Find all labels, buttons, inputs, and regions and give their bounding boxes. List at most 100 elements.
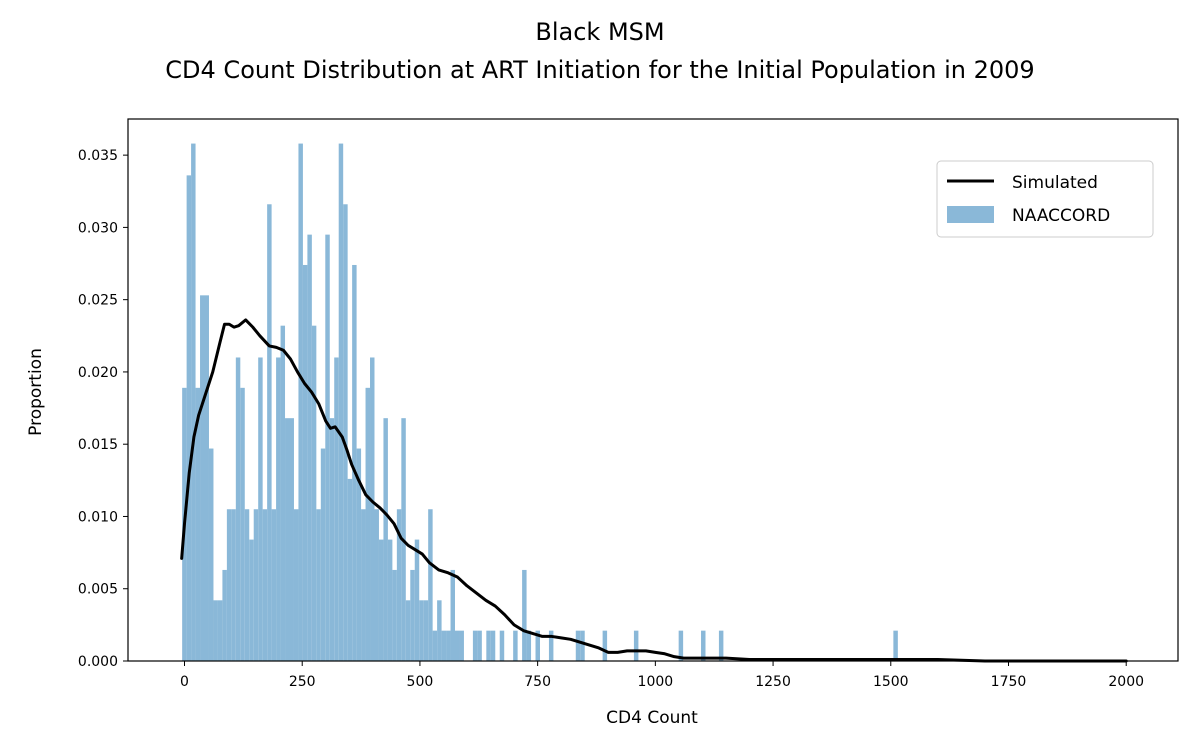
histogram-bar bbox=[307, 234, 312, 661]
histogram-bar bbox=[428, 509, 433, 661]
y-tick-label: 0.005 bbox=[78, 582, 118, 598]
histogram-bar bbox=[490, 630, 496, 661]
histogram-bar bbox=[378, 539, 384, 661]
histogram-bar bbox=[450, 569, 455, 661]
histogram-bar bbox=[678, 630, 684, 661]
x-axis-label: CD4 Count bbox=[606, 708, 698, 728]
histogram-bar bbox=[370, 357, 375, 661]
x-tick-label: 0 bbox=[180, 674, 189, 690]
y-axis-ticks: 0.000 0.005 0.010 0.015 0.020 0.025 0.030 0.035 bbox=[78, 148, 128, 670]
histogram-bar bbox=[459, 630, 464, 661]
histogram-bar bbox=[387, 539, 393, 661]
histogram-bar bbox=[455, 630, 460, 661]
histogram-bar bbox=[486, 630, 491, 661]
histogram-bar bbox=[477, 630, 482, 661]
y-axis-label: Proportion bbox=[26, 348, 46, 436]
x-axis-ticks: 0 250 500 750 1000 1250 1500 1750 2000 bbox=[180, 661, 1144, 690]
plot-frame bbox=[127, 118, 1179, 662]
y-tick-label: 0.025 bbox=[78, 293, 118, 309]
histogram-bar bbox=[352, 264, 357, 661]
histogram-bar bbox=[231, 509, 236, 661]
histogram-bar bbox=[338, 143, 344, 661]
legend: Simulated NAACCORD bbox=[936, 160, 1154, 238]
histogram-bar bbox=[217, 600, 223, 661]
x-tick-label: 750 bbox=[524, 674, 551, 690]
histogram-bar bbox=[526, 630, 532, 661]
histogram-bar bbox=[195, 387, 201, 661]
y-tick-label: 0.000 bbox=[78, 654, 118, 670]
histogram-bar bbox=[316, 509, 321, 661]
histogram-bar bbox=[298, 143, 303, 661]
histogram-bar bbox=[204, 295, 209, 661]
histogram-bar bbox=[262, 509, 268, 661]
legend-simulated-label: Simulated bbox=[1012, 173, 1098, 193]
x-tick-label: 2000 bbox=[1108, 674, 1144, 690]
histogram-bar bbox=[548, 630, 554, 661]
histogram-bar bbox=[285, 418, 290, 661]
x-tick-label: 1500 bbox=[873, 674, 909, 690]
histogram-bar bbox=[329, 418, 335, 661]
histogram-bar bbox=[701, 630, 706, 661]
histogram-bar bbox=[186, 175, 192, 661]
histogram-bar bbox=[222, 569, 227, 661]
histogram-bar bbox=[633, 630, 639, 661]
histogram-bar bbox=[718, 630, 724, 661]
histogram-bar bbox=[472, 630, 478, 661]
histogram-bar bbox=[383, 418, 388, 661]
histogram-bars bbox=[182, 143, 898, 661]
simulated-line-layer bbox=[180, 318, 1128, 663]
y-tick-label: 0.030 bbox=[78, 220, 118, 236]
legend-naaccord-label: NAACCORD bbox=[1012, 206, 1110, 226]
histogram-bar bbox=[280, 325, 286, 661]
histogram-bar bbox=[392, 569, 397, 661]
y-tick-label: 0.020 bbox=[78, 365, 118, 381]
histogram-bar bbox=[893, 630, 898, 661]
histogram-bar bbox=[271, 509, 277, 661]
chart-title-line-1: Black MSM bbox=[535, 18, 664, 46]
histogram-bar bbox=[432, 630, 438, 661]
histogram-bar bbox=[575, 630, 581, 661]
histogram-bar bbox=[522, 569, 527, 661]
histogram-bar bbox=[267, 204, 272, 661]
legend-naaccord-swatch bbox=[947, 206, 994, 223]
histogram-bar bbox=[200, 295, 205, 661]
histogram-bar bbox=[258, 357, 263, 661]
histogram-bar bbox=[293, 509, 299, 661]
histogram-bar bbox=[356, 448, 362, 661]
y-tick-label: 0.015 bbox=[78, 437, 118, 453]
histogram-bar bbox=[347, 478, 353, 661]
histogram-bar bbox=[191, 143, 196, 661]
histogram-bar bbox=[441, 630, 447, 661]
x-tick-label: 500 bbox=[407, 674, 434, 690]
x-tick-label: 1250 bbox=[755, 674, 791, 690]
histogram-bar bbox=[325, 234, 330, 661]
histogram-bar bbox=[235, 357, 241, 661]
histogram-bar bbox=[437, 600, 442, 661]
histogram-bar bbox=[414, 539, 420, 661]
histogram-bar bbox=[365, 387, 371, 661]
histogram-bar bbox=[240, 387, 245, 661]
x-tick-label: 1000 bbox=[638, 674, 674, 690]
histogram-bar bbox=[423, 600, 429, 661]
histogram-bar bbox=[499, 630, 505, 661]
histogram-bar bbox=[343, 204, 348, 661]
histogram-bar bbox=[513, 630, 518, 661]
histogram-bar bbox=[405, 600, 411, 661]
histogram-bar bbox=[226, 509, 232, 661]
chart-title-line-2: CD4 Count Distribution at ART Initiation… bbox=[165, 56, 1034, 84]
histogram-bar bbox=[320, 448, 326, 661]
histogram-bar bbox=[244, 509, 250, 661]
histogram-bar bbox=[446, 630, 451, 661]
histogram-bar bbox=[580, 630, 585, 661]
histogram-bar bbox=[334, 357, 339, 661]
histogram-bar bbox=[253, 509, 259, 661]
histogram-bar bbox=[602, 630, 608, 661]
simulated-line bbox=[180, 318, 1128, 663]
histogram-bar bbox=[213, 600, 218, 661]
histogram-bar bbox=[249, 539, 254, 661]
histogram-bar bbox=[302, 264, 308, 661]
y-tick-label: 0.035 bbox=[78, 148, 118, 164]
x-tick-label: 1750 bbox=[991, 674, 1027, 690]
histogram-bar bbox=[535, 630, 540, 661]
